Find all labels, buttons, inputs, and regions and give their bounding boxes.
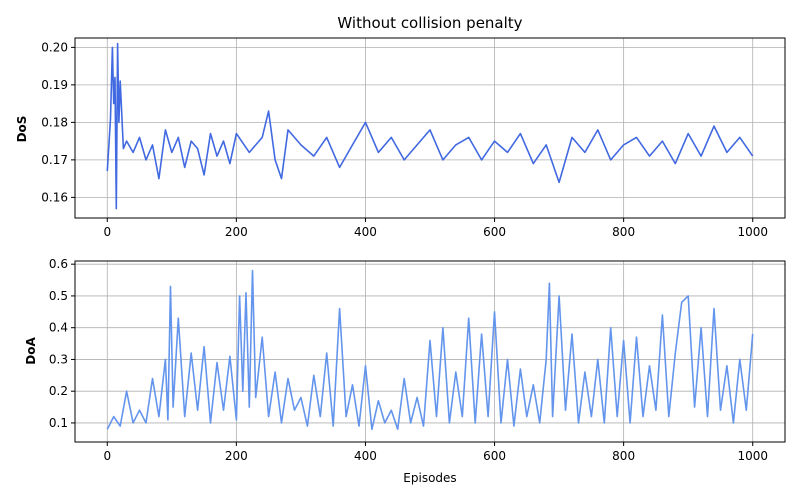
doa-ytick-label-2: 0.3 [49,352,68,366]
dos-series-line [106,42,754,210]
doa-ytick-label-0: 0.1 [49,416,68,430]
dos-ytick-label-4: 0.20 [41,40,68,54]
doa-ytick-label-5: 0.6 [49,257,68,271]
panel-dos: 0 200 400 600 800 1000 0.16 0.17 0.18 0.19 0.20 [41,37,786,239]
dos-xtick-label-5: 1000 [737,225,768,239]
dos-ytick-label-3: 0.19 [41,78,68,92]
dos-axes-frame [74,37,786,219]
doa-xtick-label-5: 1000 [737,449,768,463]
dos-ytick-label-1: 0.17 [41,153,68,167]
doa-ylabel: DoA [24,337,38,365]
doa-ytick-label-3: 0.4 [49,321,68,335]
episodes-xlabel: Episodes [403,471,456,485]
dos-xtick-label-2: 400 [354,225,377,239]
doa-xtick-label-0: 0 [103,449,111,463]
dos-xtick-label-4: 800 [612,225,635,239]
doa-xtick-label-3: 600 [483,449,506,463]
dos-xtick-label-1: 200 [225,225,248,239]
dos-ytick-label-2: 0.18 [41,115,68,129]
doa-xtick-label-4: 800 [612,449,635,463]
doa-series-line [106,269,754,431]
doa-axes-frame [74,260,786,443]
dos-ytick-label-0: 0.16 [41,190,68,204]
doa-ytick-label-4: 0.5 [49,289,68,303]
doa-ytick-label-1: 0.2 [49,384,68,398]
chart-title: Without collision penalty [337,14,522,32]
doa-xtick-label-1: 200 [225,449,248,463]
dos-ylabel: DoS [15,116,29,143]
doa-xtick-label-2: 400 [354,449,377,463]
dos-xtick-label-3: 600 [483,225,506,239]
panel-doa: 0 200 400 600 800 1000 0.1 0.2 0.3 0.4 0.5 0.6 [49,257,786,463]
dos-xtick-label-0: 0 [103,225,111,239]
